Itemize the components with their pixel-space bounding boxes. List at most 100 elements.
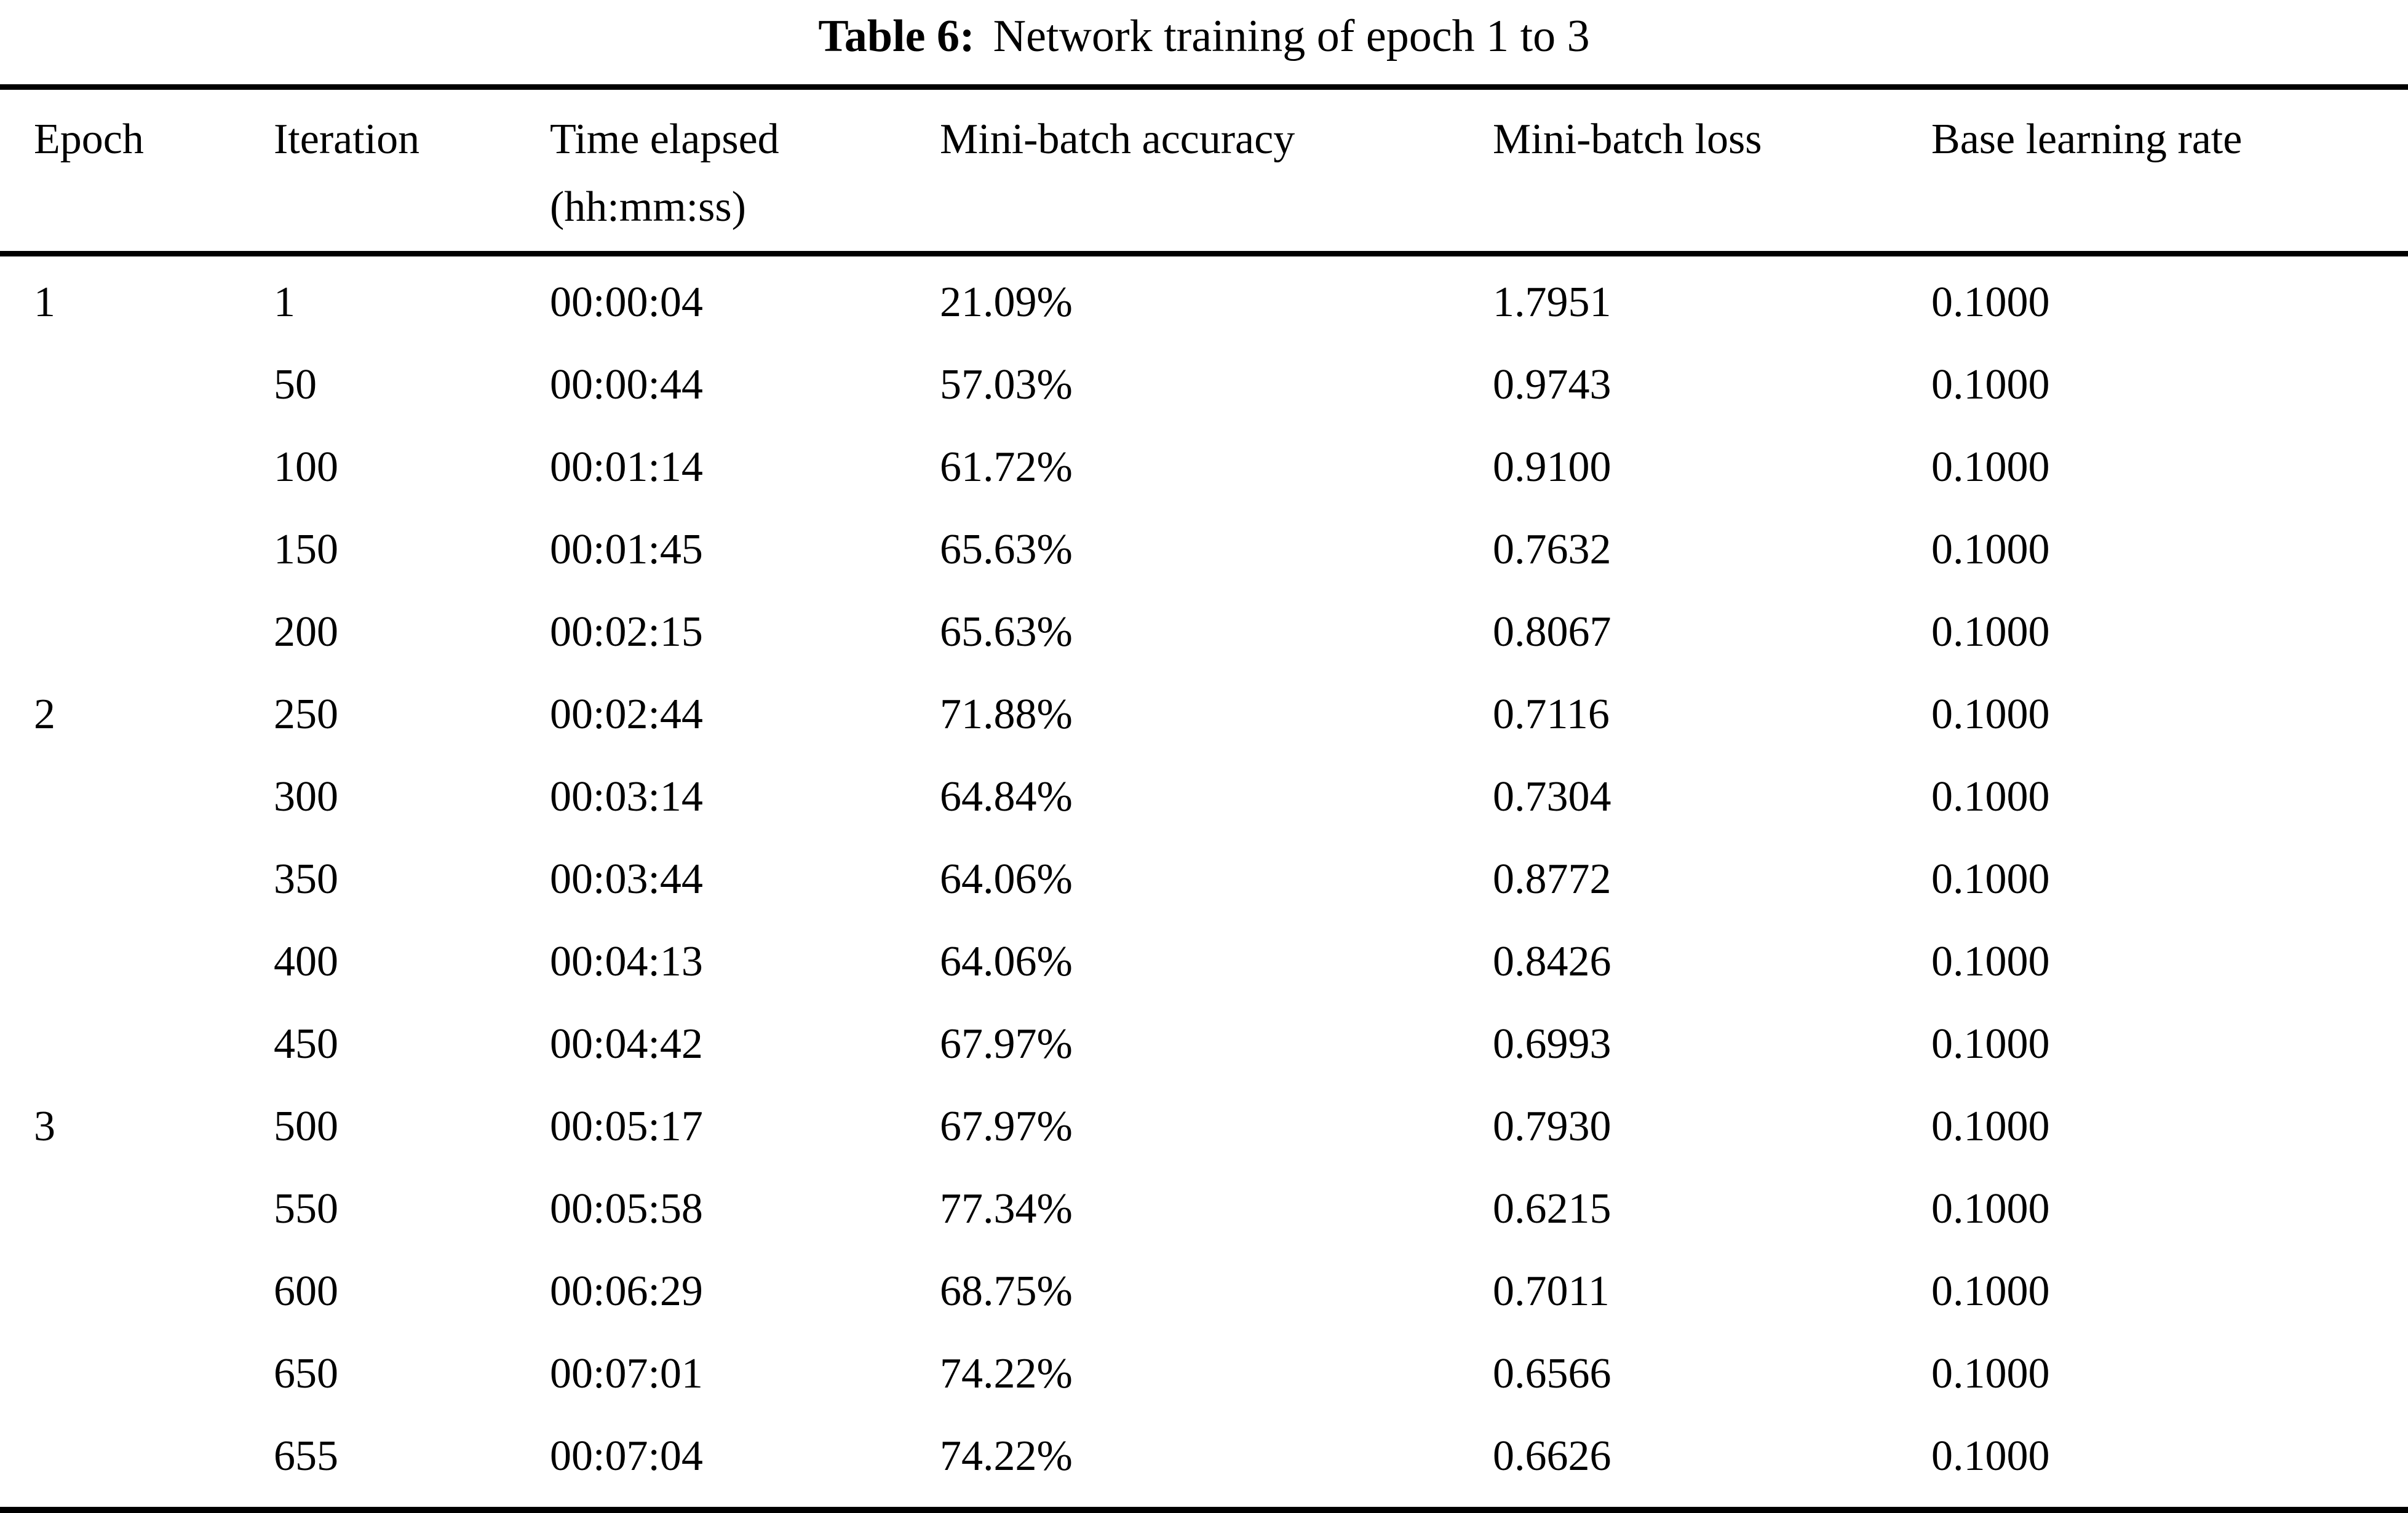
table-cell-time-elapsed: 00:01:45 (550, 526, 703, 573)
table-cell-minibatch-loss: 0.6993 (1493, 1020, 1611, 1068)
table-cell-minibatch-loss: 0.7304 (1493, 773, 1611, 820)
table-cell-epoch: 1 (34, 279, 55, 326)
table-cell-iteration: 550 (274, 1185, 338, 1233)
table-cell-time-elapsed: 00:04:13 (550, 938, 703, 985)
table-caption-label: Table 6: (818, 11, 975, 62)
table-cell-iteration: 650 (274, 1350, 338, 1397)
table-cell-minibatch-accuracy: 65.63% (940, 608, 1073, 656)
table-row: 550 00:05:58 77.34% 0.6215 0.1000 (0, 1168, 2408, 1250)
table-cell-iteration: 300 (274, 773, 338, 820)
table-cell-epoch (34, 426, 274, 509)
table-cell-minibatch-accuracy: 74.22% (940, 1432, 1073, 1480)
table-cell-epoch (34, 591, 274, 673)
table-cell-iteration: 400 (274, 938, 338, 985)
table-cell-time-elapsed: 00:07:01 (550, 1350, 703, 1397)
table-cell-time-elapsed: 00:05:17 (550, 1103, 703, 1150)
table-cell-minibatch-accuracy: 65.63% (940, 526, 1073, 573)
table-row: 50 00:00:44 57.03% 0.9743 0.1000 (0, 344, 2408, 426)
table-row: 655 00:07:04 74.22% 0.6626 0.1000 (0, 1415, 2408, 1498)
table-cell-time-elapsed: 00:05:58 (550, 1185, 703, 1233)
table-cell-minibatch-loss: 0.8067 (1493, 608, 1611, 656)
table-cell-minibatch-loss: 0.6566 (1493, 1350, 1611, 1397)
table-caption-text: Network training of epoch 1 to 3 (993, 11, 1590, 62)
table-cell-minibatch-loss: 0.6215 (1493, 1185, 1611, 1233)
table-cell-iteration: 200 (274, 608, 338, 656)
table-header-row: Epoch Iteration Time elapsed (hh:mm:ss) … (0, 90, 2408, 251)
table-cell-minibatch-accuracy: 71.88% (940, 691, 1073, 738)
table-cell-epoch: 2 (34, 691, 55, 738)
table-cell-base-learning-rate: 0.1000 (1931, 526, 2050, 573)
column-header-iteration: Iteration (274, 116, 420, 163)
table-cell-minibatch-accuracy: 64.84% (940, 773, 1073, 820)
table-cell-minibatch-accuracy: 67.97% (940, 1020, 1073, 1068)
table-cell-minibatch-accuracy: 57.03% (940, 361, 1073, 408)
table-cell-time-elapsed: 00:03:44 (550, 856, 703, 903)
table-cell-time-elapsed: 00:06:29 (550, 1268, 703, 1315)
table-cell-epoch (34, 344, 274, 426)
table-cell-base-learning-rate: 0.1000 (1931, 1020, 2050, 1068)
table-cell-epoch (34, 838, 274, 921)
table-row: 2 250 00:02:44 71.88% 0.7116 0.1000 (0, 673, 2408, 756)
table-cell-minibatch-accuracy: 64.06% (940, 938, 1073, 985)
table-row: 150 00:01:45 65.63% 0.7632 0.1000 (0, 509, 2408, 591)
table-row: 450 00:04:42 67.97% 0.6993 0.1000 (0, 1003, 2408, 1086)
column-header-base-learning-rate: Base learning rate (1931, 116, 2243, 163)
table-cell-minibatch-loss: 0.8772 (1493, 856, 1611, 903)
table-cell-iteration: 450 (274, 1020, 338, 1068)
table-cell-minibatch-loss: 1.7951 (1493, 279, 1611, 326)
table-cell-time-elapsed: 00:01:14 (550, 443, 703, 491)
table-cell-base-learning-rate: 0.1000 (1931, 1103, 2050, 1150)
table-cell-base-learning-rate: 0.1000 (1931, 361, 2050, 408)
table-cell-epoch (34, 1250, 274, 1333)
bottom-rule (0, 1507, 2408, 1513)
column-header-minibatch-loss: Mini-batch loss (1493, 116, 1762, 163)
table-cell-epoch (34, 921, 274, 1003)
table-cell-minibatch-loss: 0.7930 (1493, 1103, 1611, 1150)
table-cell-minibatch-accuracy: 21.09% (940, 279, 1073, 326)
table-cell-minibatch-accuracy: 68.75% (940, 1268, 1073, 1315)
table-row: 600 00:06:29 68.75% 0.7011 0.1000 (0, 1250, 2408, 1333)
table-cell-iteration: 350 (274, 856, 338, 903)
top-rule (0, 84, 2408, 90)
table-cell-iteration: 250 (274, 691, 338, 738)
table-cell-minibatch-accuracy: 61.72% (940, 443, 1073, 491)
table-row: 200 00:02:15 65.63% 0.8067 0.1000 (0, 591, 2408, 673)
table-cell-epoch (34, 1003, 274, 1086)
column-header-time-elapsed: Time elapsed (hh:mm:ss) (550, 116, 779, 231)
table-cell-base-learning-rate: 0.1000 (1931, 1432, 2050, 1480)
table-cell-minibatch-loss: 0.9100 (1493, 443, 1611, 491)
table-cell-iteration: 100 (274, 443, 338, 491)
table-row: 3 500 00:05:17 67.97% 0.7930 0.1000 (0, 1086, 2408, 1168)
table-cell-base-learning-rate: 0.1000 (1931, 443, 2050, 491)
table-body: 1 1 00:00:04 21.09% 1.7951 0.1000 50 00:… (0, 256, 2408, 1507)
table-row: 650 00:07:01 74.22% 0.6566 0.1000 (0, 1333, 2408, 1415)
table-cell-minibatch-accuracy: 77.34% (940, 1185, 1073, 1233)
table-cell-epoch (34, 509, 274, 591)
table-cell-minibatch-accuracy: 64.06% (940, 856, 1073, 903)
table-cell-minibatch-accuracy: 67.97% (940, 1103, 1073, 1150)
table-cell-base-learning-rate: 0.1000 (1931, 856, 2050, 903)
header-rule (0, 251, 2408, 256)
table-cell-base-learning-rate: 0.1000 (1931, 608, 2050, 656)
table-cell-minibatch-loss: 0.8426 (1493, 938, 1611, 985)
table-cell-time-elapsed: 00:02:44 (550, 691, 703, 738)
table-cell-iteration: 1 (274, 279, 295, 326)
table-cell-time-elapsed: 00:07:04 (550, 1432, 703, 1480)
table-row: 1 1 00:00:04 21.09% 1.7951 0.1000 (0, 261, 2408, 344)
table-cell-base-learning-rate: 0.1000 (1931, 279, 2050, 326)
table-cell-base-learning-rate: 0.1000 (1931, 938, 2050, 985)
table-cell-minibatch-loss: 0.7632 (1493, 526, 1611, 573)
table-cell-epoch (34, 1168, 274, 1250)
table-cell-minibatch-loss: 0.6626 (1493, 1432, 1611, 1480)
table-cell-base-learning-rate: 0.1000 (1931, 691, 2050, 738)
table-row: 400 00:04:13 64.06% 0.8426 0.1000 (0, 921, 2408, 1003)
table-cell-epoch (34, 756, 274, 838)
column-header-epoch: Epoch (34, 116, 144, 163)
table-cell-epoch: 3 (34, 1103, 55, 1150)
table-cell-minibatch-loss: 0.7011 (1493, 1268, 1610, 1315)
table-cell-base-learning-rate: 0.1000 (1931, 1268, 2050, 1315)
table-row: 300 00:03:14 64.84% 0.7304 0.1000 (0, 756, 2408, 838)
table-cell-minibatch-loss: 0.7116 (1493, 691, 1610, 738)
table-cell-base-learning-rate: 0.1000 (1931, 1350, 2050, 1397)
